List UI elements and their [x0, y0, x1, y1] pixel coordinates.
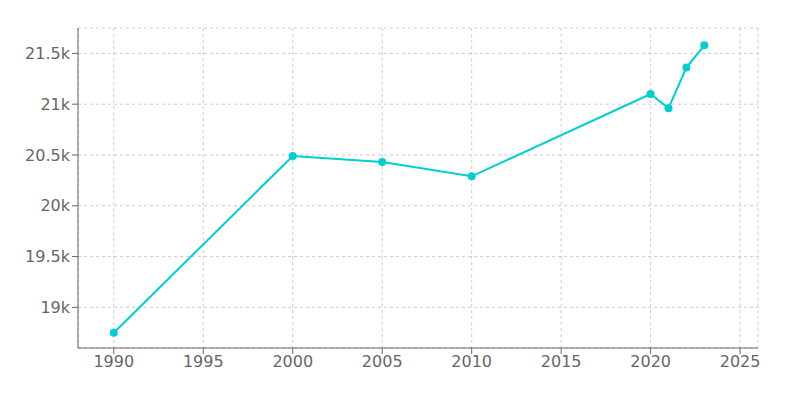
svg-text:2025: 2025	[720, 352, 761, 371]
svg-text:2020: 2020	[630, 352, 671, 371]
svg-text:2010: 2010	[451, 352, 492, 371]
svg-text:20.5k: 20.5k	[25, 146, 71, 165]
svg-text:2005: 2005	[362, 352, 403, 371]
svg-text:21k: 21k	[40, 95, 70, 114]
svg-text:1990: 1990	[93, 352, 134, 371]
svg-text:2000: 2000	[272, 352, 313, 371]
svg-text:1995: 1995	[183, 352, 224, 371]
svg-text:21.5k: 21.5k	[25, 44, 71, 63]
svg-text:19.5k: 19.5k	[25, 247, 71, 266]
svg-text:2015: 2015	[541, 352, 582, 371]
svg-text:20k: 20k	[40, 196, 70, 215]
svg-text:19k: 19k	[40, 298, 70, 317]
